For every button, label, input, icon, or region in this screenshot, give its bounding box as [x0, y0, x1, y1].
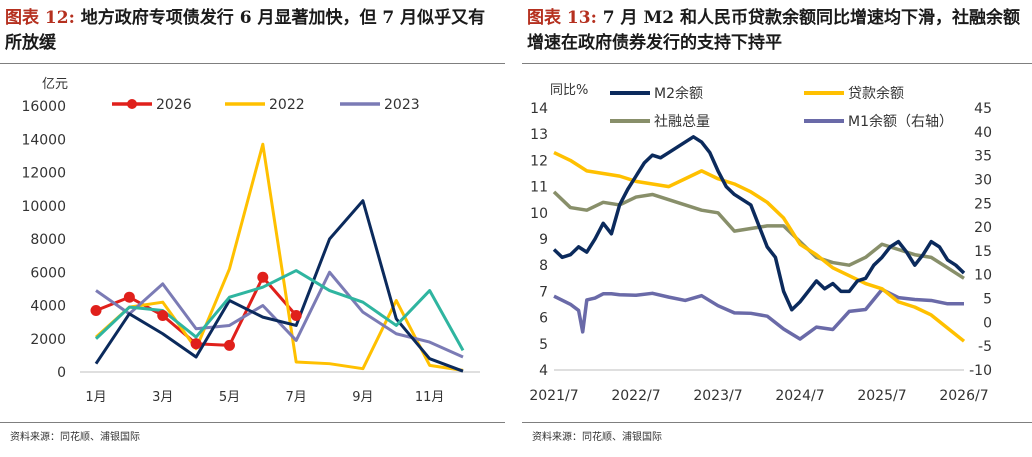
left-y-tick-label: 2000 [30, 332, 66, 348]
right-y-left-tick-label: 13 [530, 127, 548, 143]
right-y-left-unit-label: 同比% [550, 83, 588, 98]
right-y-left-tick-label: 14 [530, 101, 548, 117]
left-series-2026-point [157, 309, 169, 321]
left-series-line-2023 [95, 270, 464, 359]
right-y-left-tick-label: 12 [530, 153, 548, 169]
left-y-tick-label: 10000 [21, 199, 66, 215]
right-x-tick-label: 2024/7 [775, 388, 824, 404]
right-y-left-tick-label: 6 [539, 311, 548, 327]
left-series-2026-point [190, 338, 202, 350]
right-y-right-tick-label: 20 [974, 220, 992, 236]
left-figure-number: 图表 12: [5, 8, 75, 28]
left-series-2026-point [257, 271, 269, 283]
left-series-2026-point [290, 309, 302, 321]
left-x-tick-label: 11月 [415, 390, 445, 405]
right-y-left-tick-label: 7 [539, 284, 548, 300]
right-y-right-tick-label: 45 [974, 101, 992, 117]
left-y-tick-label: 6000 [30, 265, 66, 281]
left-x-tick-label: 1月 [85, 390, 106, 405]
right-chart-panel: 图表 13: 7 月 M2 和人民币贷款余额同比增速均下滑，社融余额增速在政府债… [522, 0, 1032, 457]
right-title-rule [522, 63, 1032, 64]
left-title-text: 地方政府专项债发行 6 月显著加快，但 7 月似乎又有所放缓 [5, 8, 486, 53]
right-legend-label: M2余额 [654, 85, 703, 102]
right-y-right-tick-label: 10 [974, 268, 992, 284]
right-source-rule [522, 422, 1032, 423]
left-legend-marker [127, 99, 137, 109]
right-x-tick-label: 2022/7 [611, 388, 660, 404]
right-source-note: 资料来源：同花顺、浦银国际 [532, 432, 662, 443]
left-x-tick-label: 3月 [152, 390, 173, 405]
right-y-left-tick-label: 9 [539, 232, 548, 248]
left-x-tick-label: 5月 [219, 390, 240, 405]
right-y-right-tick-label: 5 [983, 292, 992, 308]
right-series-line-series-1 [553, 150, 966, 343]
left-y-tick-label: 16000 [21, 99, 66, 115]
left-line-chart: 亿元 0 2000 4000 6000 8000 10000 12000 14000 16000 1… [21, 77, 480, 405]
right-y-right-tick-label: 30 [974, 172, 992, 188]
left-series-line-2022 [94, 142, 464, 372]
left-legend-label: 2023 [384, 97, 420, 113]
right-legend-label: M1余额（右轴） [848, 113, 953, 130]
left-series-2026-point [90, 304, 102, 316]
right-y-right-tick-label: 40 [974, 125, 992, 141]
right-y-right-tick-label: 0 [983, 315, 992, 331]
left-series-line-series-3 [94, 199, 464, 373]
right-y-right-tick-label: 35 [974, 149, 992, 165]
right-y-left-tick-label: 10 [530, 206, 548, 222]
right-y-right-tick-label: -5 [978, 339, 992, 355]
left-legend-label: 2026 [156, 97, 192, 113]
left-series-2026-point [123, 291, 135, 303]
right-title-text: 7 月 M2 和人民币贷款余额同比增速均下滑，社融余额增速在政府债券发行的支持下… [527, 8, 1021, 53]
left-y-tick-label: 4000 [30, 299, 66, 315]
right-y-left-tick-label: 11 [530, 180, 548, 196]
left-series-2026-point [223, 339, 235, 351]
right-x-tick-label: 2023/7 [693, 388, 742, 404]
left-y-unit-label: 亿元 [42, 77, 68, 92]
right-y-right-tick-label: 25 [974, 196, 992, 212]
right-series-line-m2 [552, 135, 966, 312]
right-x-tick-label: 2021/7 [529, 388, 578, 404]
right-y-left-tick-label: 8 [539, 258, 548, 274]
right-line-chart: 同比%4567891011121314-10-50510152025303540… [529, 83, 992, 404]
left-chart-panel: 图表 12: 地方政府专项债发行 6 月显著加快，但 7 月似乎又有所放缓 亿元… [0, 0, 505, 457]
left-legend-label: 2022 [269, 97, 305, 113]
right-chart-title: 图表 13: 7 月 M2 和人民币贷款余额同比增速均下滑，社融余额增速在政府债… [527, 6, 1027, 56]
left-y-tick-label: 12000 [21, 166, 66, 182]
right-x-tick-label: 2025/7 [857, 388, 906, 404]
right-x-tick-label: 2026/7 [939, 388, 988, 404]
right-y-left-tick-label: 4 [539, 363, 548, 379]
right-y-right-tick-label: 15 [974, 244, 992, 260]
right-series-line-m1 [553, 287, 964, 341]
right-y-left-tick-label: 5 [539, 337, 548, 353]
left-x-tick-label: 9月 [352, 390, 373, 405]
left-source-note: 资料来源：同花顺、浦银国际 [10, 432, 140, 443]
left-title-rule [0, 63, 505, 64]
right-figure-number: 图表 13: [527, 8, 597, 28]
left-y-tick-label: 14000 [21, 132, 66, 148]
left-x-tick-label: 7月 [286, 390, 307, 405]
right-legend-label: 贷款余额 [848, 85, 904, 102]
right-y-right-tick-label: -10 [969, 363, 992, 379]
left-series-line-series-4 [94, 269, 465, 352]
left-chart-title: 图表 12: 地方政府专项债发行 6 月显著加快，但 7 月似乎又有所放缓 [5, 6, 500, 56]
right-legend-label: 社融总量 [654, 114, 710, 130]
left-y-tick-label: 0 [57, 365, 66, 381]
left-y-tick-label: 8000 [30, 232, 66, 248]
right-series-line-series-2 [552, 190, 965, 280]
left-source-rule [0, 422, 505, 423]
